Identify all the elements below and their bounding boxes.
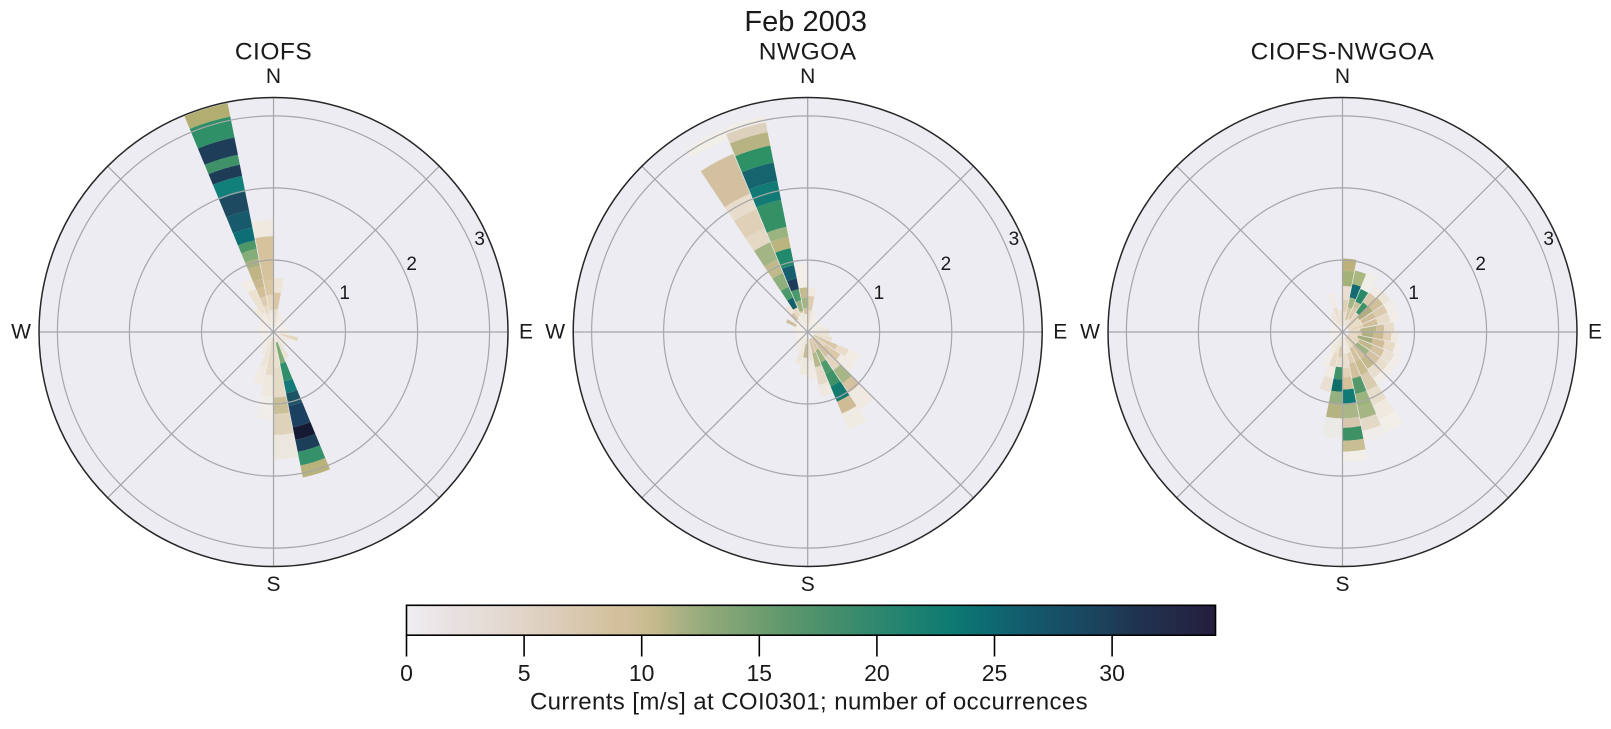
svg-text:W: W	[1080, 321, 1100, 344]
svg-text:W: W	[545, 321, 565, 344]
svg-text:2: 2	[1475, 254, 1486, 275]
svg-text:E: E	[1588, 321, 1602, 344]
svg-text:Currents [m/s] at COI0301; num: Currents [m/s] at COI0301; number of occ…	[530, 689, 1088, 716]
svg-text:2: 2	[406, 254, 417, 275]
svg-text:0: 0	[400, 660, 413, 686]
svg-text:N: N	[800, 65, 815, 88]
svg-text:NWGOA: NWGOA	[759, 39, 857, 66]
svg-text:1: 1	[339, 283, 350, 304]
svg-text:N: N	[266, 65, 281, 88]
svg-text:E: E	[519, 321, 533, 344]
svg-text:25: 25	[982, 660, 1008, 686]
svg-text:CIOFS: CIOFS	[235, 39, 312, 66]
svg-text:3: 3	[1009, 229, 1020, 250]
svg-text:1: 1	[1408, 283, 1419, 304]
svg-text:E: E	[1053, 321, 1067, 344]
svg-text:S: S	[801, 573, 815, 596]
svg-text:1: 1	[874, 283, 885, 304]
svg-text:15: 15	[747, 660, 773, 686]
svg-text:10: 10	[629, 660, 655, 686]
svg-text:30: 30	[1099, 660, 1125, 686]
svg-text:S: S	[1335, 573, 1349, 596]
svg-text:3: 3	[1543, 229, 1554, 250]
svg-text:N: N	[1335, 65, 1350, 88]
svg-text:S: S	[266, 573, 280, 596]
svg-text:CIOFS-NWGOA: CIOFS-NWGOA	[1251, 39, 1435, 66]
svg-text:W: W	[11, 321, 31, 344]
svg-text:3: 3	[474, 229, 485, 250]
svg-text:20: 20	[864, 660, 890, 686]
svg-text:Feb 2003: Feb 2003	[744, 6, 867, 38]
svg-text:5: 5	[518, 660, 531, 686]
svg-text:2: 2	[941, 254, 952, 275]
